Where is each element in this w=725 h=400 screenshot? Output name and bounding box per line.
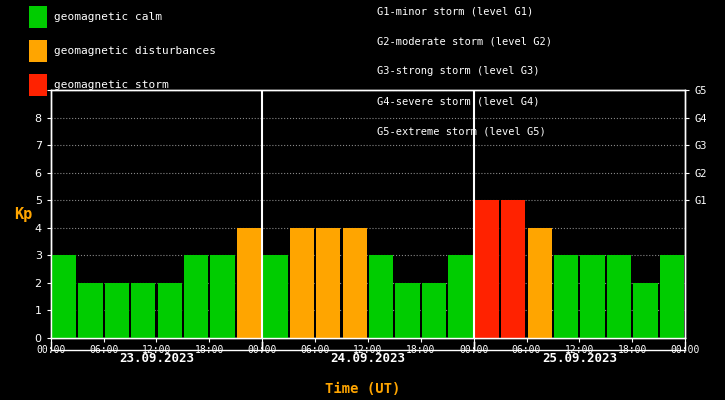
- Bar: [184, 255, 208, 338]
- Text: G2-moderate storm (level G2): G2-moderate storm (level G2): [377, 36, 552, 46]
- Bar: [78, 283, 102, 338]
- Bar: [210, 255, 235, 338]
- Bar: [237, 228, 261, 338]
- Text: G4-severe storm (level G4): G4-severe storm (level G4): [377, 96, 539, 106]
- Text: geomagnetic storm: geomagnetic storm: [54, 80, 169, 90]
- Text: 24.09.2023: 24.09.2023: [331, 352, 405, 365]
- Bar: [554, 255, 579, 338]
- Bar: [342, 228, 367, 338]
- Bar: [395, 283, 420, 338]
- Text: geomagnetic disturbances: geomagnetic disturbances: [54, 46, 216, 56]
- Bar: [369, 255, 393, 338]
- Bar: [263, 255, 288, 338]
- Bar: [501, 200, 526, 338]
- Bar: [448, 255, 473, 338]
- Text: G3-strong storm (level G3): G3-strong storm (level G3): [377, 66, 539, 76]
- Bar: [581, 255, 605, 338]
- Bar: [422, 283, 446, 338]
- Bar: [157, 283, 182, 338]
- Bar: [104, 283, 129, 338]
- Bar: [634, 283, 658, 338]
- Bar: [528, 228, 552, 338]
- Bar: [660, 255, 684, 338]
- Text: G5-extreme storm (level G5): G5-extreme storm (level G5): [377, 126, 546, 136]
- Bar: [607, 255, 631, 338]
- Text: 25.09.2023: 25.09.2023: [542, 352, 617, 365]
- Bar: [51, 255, 76, 338]
- Bar: [290, 228, 314, 338]
- Y-axis label: Kp: Kp: [14, 206, 33, 222]
- Bar: [131, 283, 155, 338]
- Text: geomagnetic calm: geomagnetic calm: [54, 12, 162, 22]
- Bar: [316, 228, 341, 338]
- Text: G1-minor storm (level G1): G1-minor storm (level G1): [377, 6, 534, 16]
- Text: 23.09.2023: 23.09.2023: [119, 352, 194, 365]
- Bar: [475, 200, 499, 338]
- Text: Time (UT): Time (UT): [325, 382, 400, 396]
